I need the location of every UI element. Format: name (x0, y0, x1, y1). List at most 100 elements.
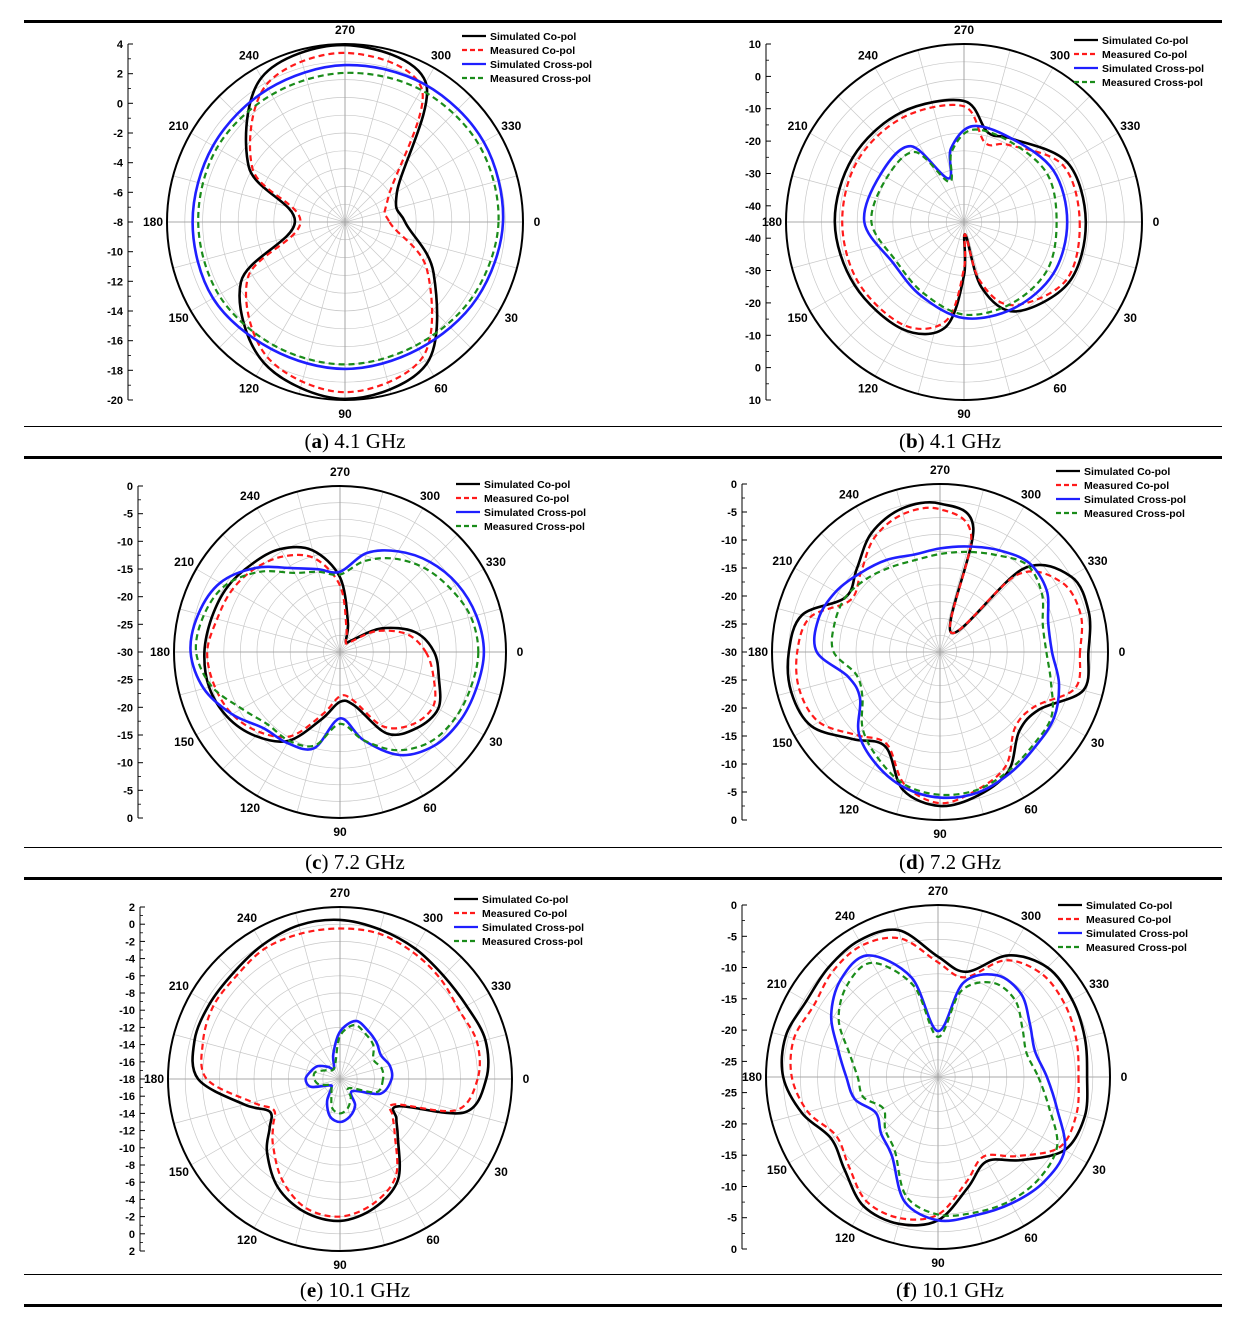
legend-label: Measured Co-pol (1102, 49, 1187, 61)
angle-tick-label: 300 (1021, 909, 1041, 923)
grid-spoke (344, 221, 435, 377)
grid-spoke (809, 221, 965, 312)
radial-tick-label: -10 (745, 330, 761, 342)
caption-letter: a (311, 429, 323, 453)
radial-tick-label: 0 (129, 1229, 135, 1241)
angle-tick-label: 330 (501, 119, 521, 133)
radial-tick-label: -15 (721, 1150, 737, 1162)
radial-tick-label: 0 (129, 919, 135, 931)
radial-tick-label: -6 (113, 187, 123, 199)
series-group (780, 928, 1089, 1227)
series-line-measured-cross-pol (312, 1023, 385, 1115)
grid-spoke (190, 992, 341, 1080)
angle-tick-label: 180 (143, 215, 163, 229)
radial-tick-label: -12 (119, 1022, 135, 1034)
series-group (191, 43, 505, 401)
radial-tick-label: 0 (731, 900, 737, 912)
radial-tick-label: -10 (117, 758, 133, 770)
radial-tick-label: -20 (721, 703, 737, 715)
radial-tick-label: -10 (721, 963, 737, 975)
radial-tick-label: -16 (119, 1057, 135, 1069)
grid-spoke (339, 1078, 462, 1201)
grid-spoke (937, 1076, 1088, 1164)
legend: Simulated Co-pol Measured Co-pol Simulated… (1056, 466, 1186, 520)
grid-spoke (344, 67, 435, 223)
radial-tick-label: -20 (721, 1025, 737, 1037)
outer-ring (785, 43, 1143, 401)
radial-tick-label: -12 (107, 276, 123, 288)
radial-tick-label: -14 (119, 1108, 136, 1120)
grid-spoke (295, 1078, 341, 1246)
angle-tick-label: 330 (1088, 554, 1108, 568)
radial-tick-label: 4 (117, 39, 124, 51)
grid-spoke (344, 221, 500, 312)
radial-tick-label: -6 (125, 1177, 135, 1189)
radial-tick-label: -8 (113, 217, 123, 229)
angle-tick-label: 150 (169, 1165, 189, 1179)
grid-spoke (963, 50, 1011, 223)
radial-tick-label: -20 (107, 395, 123, 407)
grid-spoke (939, 651, 1025, 798)
angle-tick-label: 30 (489, 735, 503, 749)
grid-spoke (963, 221, 1119, 312)
grid-spoke (196, 651, 341, 736)
series-line-simulated-co-pol (833, 98, 1088, 336)
radial-tick-label: -5 (727, 787, 737, 799)
grid-spoke (344, 221, 517, 269)
grid-spoke (344, 175, 517, 223)
radial-tick-label: -2 (125, 936, 135, 948)
radial-tick-label: 0 (755, 363, 761, 375)
polar-grid (772, 484, 1108, 820)
grid-spoke (339, 508, 424, 653)
legend: Simulated Co-pol Measured Co-pol Simulated… (1074, 35, 1204, 89)
series-line-simulated-cross-pol (304, 1019, 394, 1124)
grid-spoke (344, 221, 392, 394)
grid-spoke (771, 1032, 939, 1078)
legend-label: Simulated Co-pol (1084, 466, 1170, 478)
angle-tick-label: 120 (239, 381, 259, 395)
radial-tick-label: -10 (107, 247, 123, 259)
grid-spoke (963, 221, 1091, 349)
outer-ring (771, 483, 1109, 821)
caption-b: (b) 4.1 GHz (898, 429, 1002, 453)
grid-spoke (855, 506, 941, 653)
grid-spoke (937, 910, 983, 1078)
grid-spoke (937, 990, 1088, 1078)
legend-label: Measured Cross-pol (482, 936, 583, 948)
grid-spoke (939, 651, 984, 815)
grid-spoke (963, 221, 1136, 269)
series-line-measured-co-pol (206, 553, 437, 739)
radial-tick-label: -15 (721, 731, 737, 743)
grid-spoke (339, 534, 458, 653)
radial-tick-label: -25 (721, 675, 737, 687)
grid-spoke (339, 651, 458, 770)
grid-spoke (253, 929, 341, 1080)
legend-label: Simulated Cross-pol (490, 59, 592, 71)
grid-spoke (344, 132, 500, 223)
radial-tick-label: -8 (125, 988, 135, 1000)
legend-label: Measured Co-pol (490, 45, 575, 57)
angle-tick-label: 60 (423, 801, 437, 815)
caption-letter: c (312, 850, 322, 874)
grid-spoke (253, 1078, 341, 1229)
radial-tick-label: 10 (749, 39, 761, 51)
radial-tick-label: -5 (123, 509, 133, 521)
series-line-measured-co-pol (789, 936, 1080, 1221)
grid-spoke (344, 50, 392, 223)
angle-tick-label: 150 (788, 311, 808, 325)
angle-tick-label: 0 (1153, 215, 1160, 229)
angle-tick-label: 300 (420, 489, 440, 503)
grid-spoke (893, 910, 939, 1078)
grid-spoke (339, 651, 501, 696)
angle-tick-label: 90 (957, 407, 971, 421)
legend-label: Simulated Co-pol (484, 479, 570, 491)
grid-spoke (339, 651, 484, 736)
angle-tick-label: 270 (330, 465, 350, 479)
series-line-simulated-cross-pol (189, 549, 486, 757)
grid-spoke (339, 491, 384, 653)
polar-grid (174, 486, 506, 818)
angle-tick-label: 300 (1050, 49, 1070, 63)
series-line-simulated-cross-pol (829, 954, 1067, 1223)
angle-tick-label: 60 (426, 1233, 440, 1247)
grid-spoke (939, 651, 1103, 696)
